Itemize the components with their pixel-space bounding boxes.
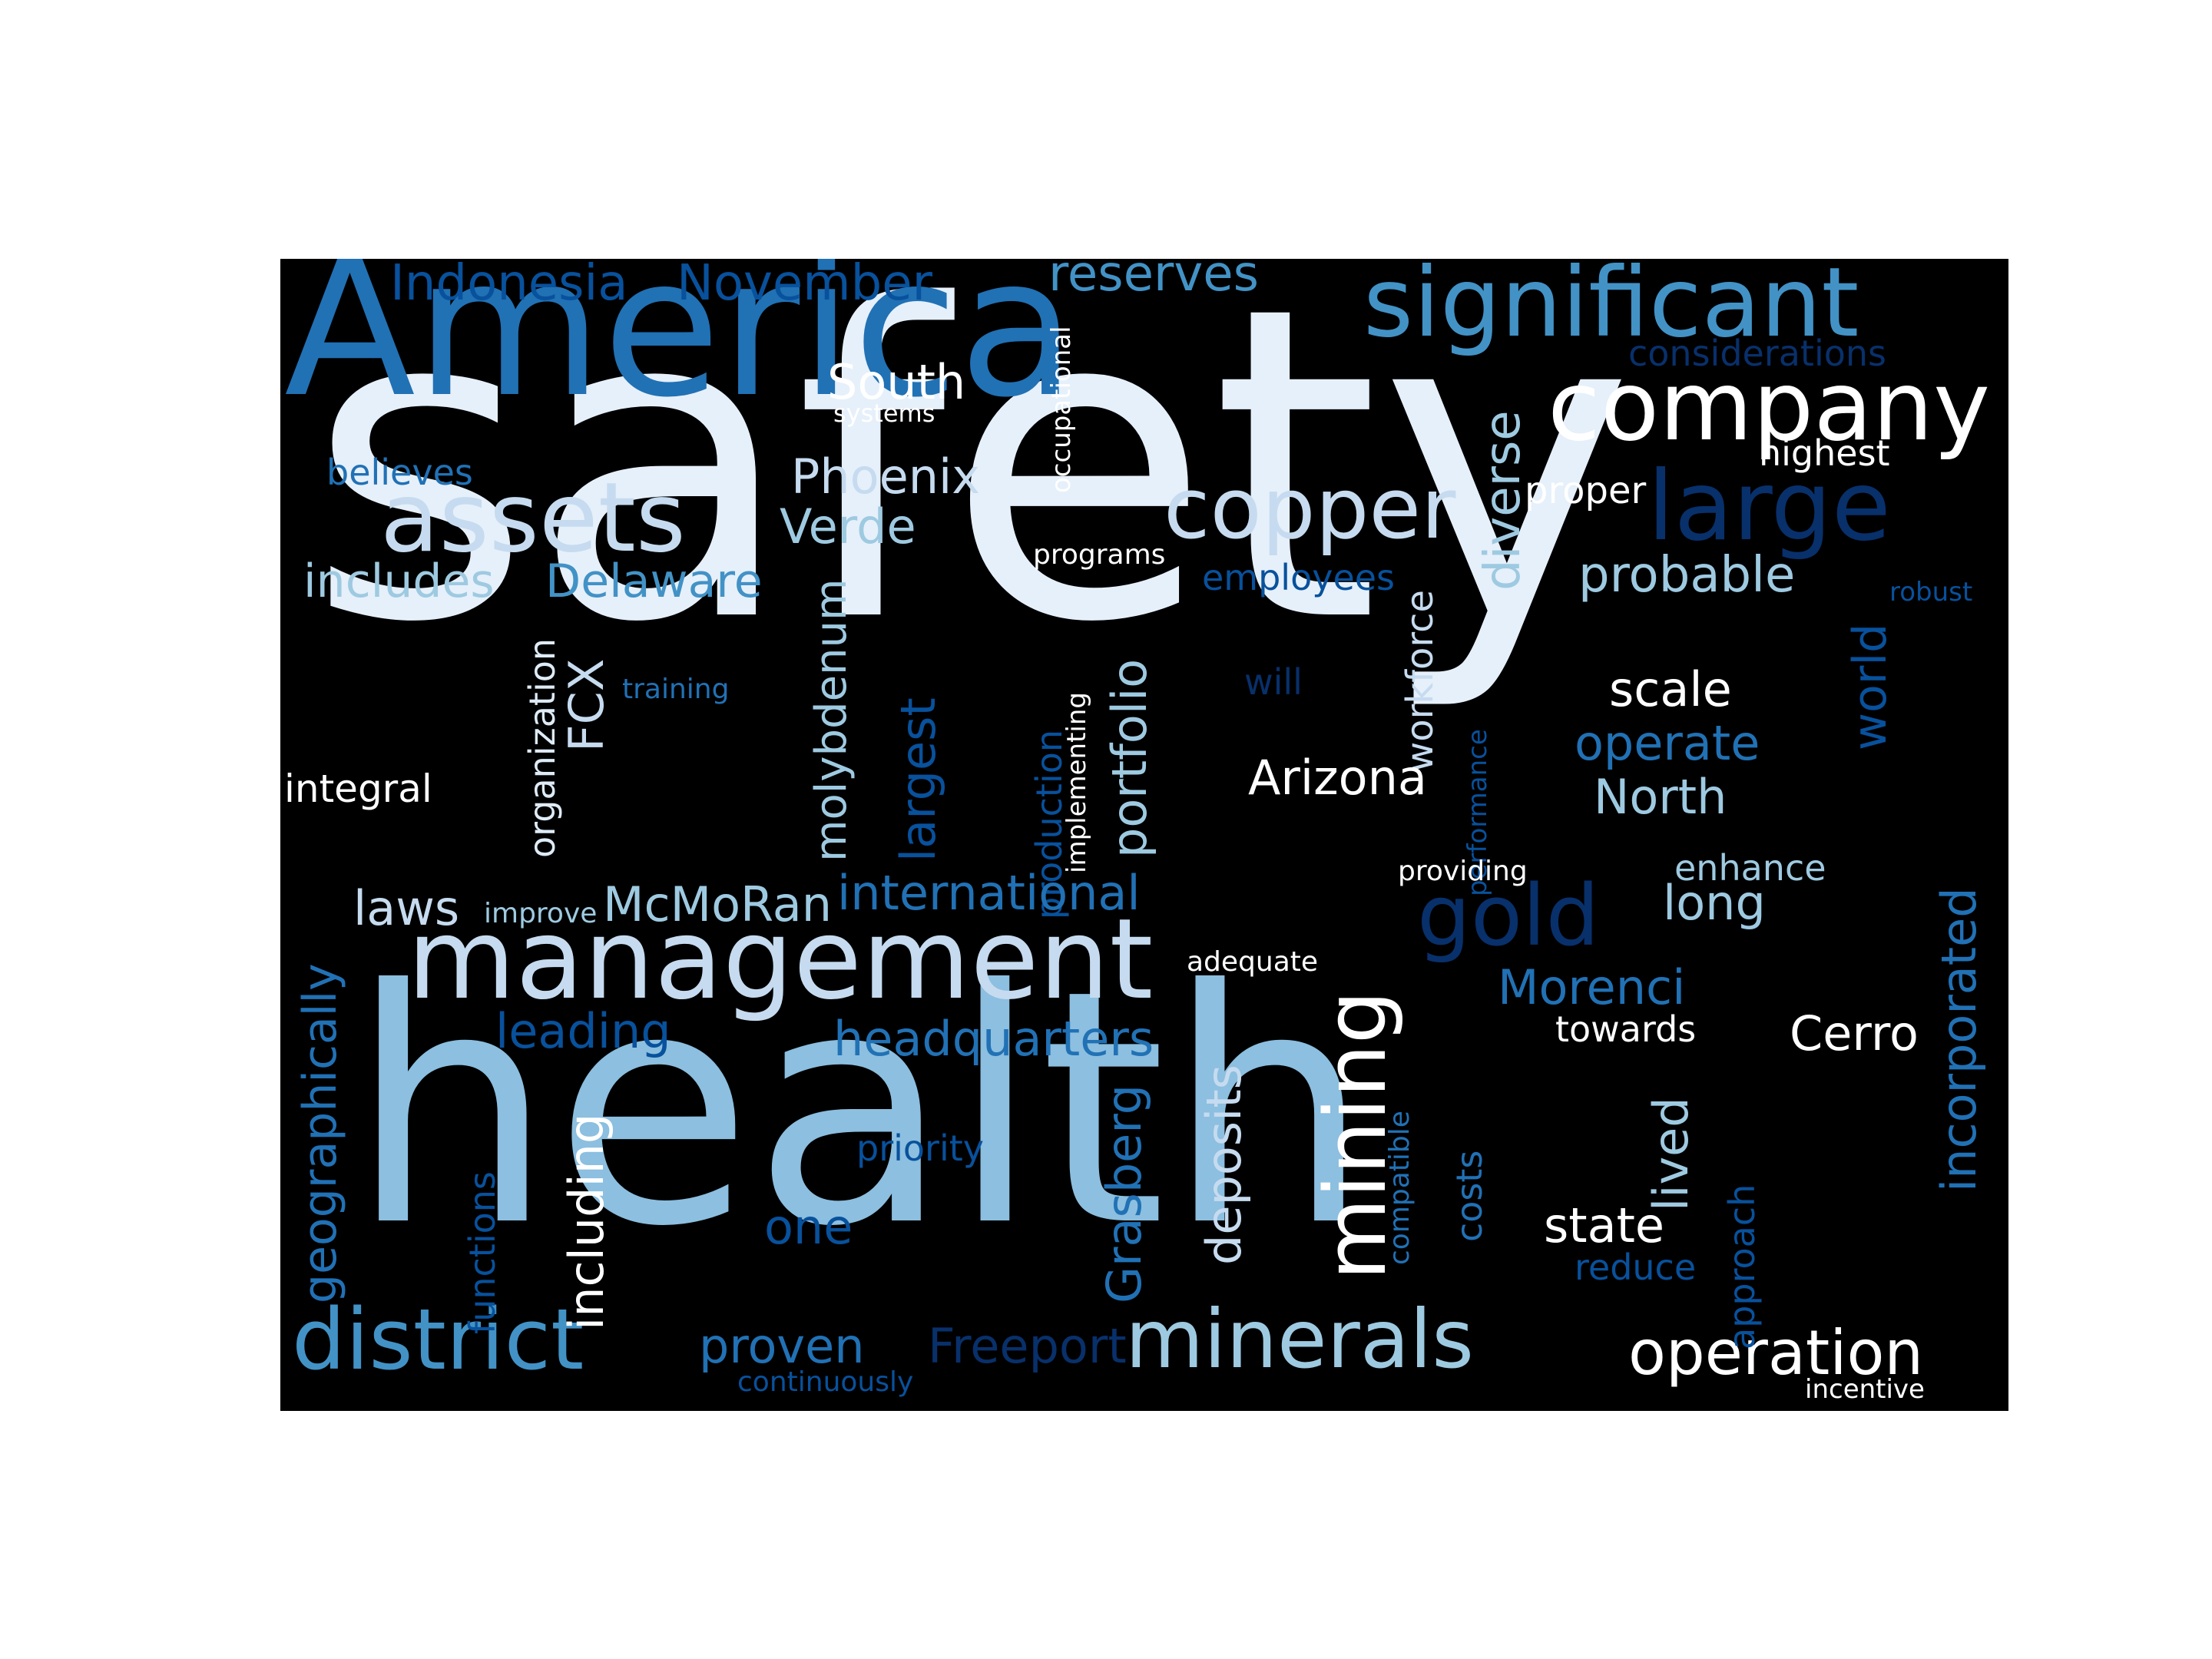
word-cloud: safety health America significant compan… <box>280 259 2008 1411</box>
word-occupational: occupational <box>1046 326 1077 493</box>
word-implementing: implementing <box>1061 691 1092 873</box>
word-molybdenum: molybdenum <box>806 578 856 862</box>
word-proven: proven <box>699 1318 865 1374</box>
word-freeport: Freeport <box>928 1318 1127 1374</box>
word-largest: largest <box>890 697 946 862</box>
word-functions: functions <box>462 1171 503 1334</box>
word-compatible: compatible <box>1384 1111 1416 1265</box>
word-copper: copper <box>1164 459 1456 558</box>
word-district: district <box>292 1290 584 1389</box>
word-morenci: Morenci <box>1498 959 1686 1015</box>
word-fcx: FCX <box>558 658 614 752</box>
word-arizona: Arizona <box>1248 750 1427 806</box>
word-including: including <box>558 1113 614 1330</box>
word-indonesia: Indonesia <box>390 259 628 312</box>
word-grasberg: Grasberg <box>1096 1084 1152 1303</box>
word-delaware: Delaware <box>545 555 763 608</box>
word-towards: towards <box>1555 1008 1697 1050</box>
word-highest: highest <box>1759 432 1890 474</box>
word-company: company <box>1548 351 1991 462</box>
word-international: international <box>837 865 1141 921</box>
word-assets: assets <box>380 462 686 574</box>
word-minerals: minerals <box>1125 1293 1474 1386</box>
word-diverse: diverse <box>1475 410 1532 591</box>
word-priority: priority <box>856 1128 984 1169</box>
word-continuously: continuously <box>737 1366 914 1398</box>
word-significant: significant <box>1363 259 1859 359</box>
word-will: will <box>1244 661 1303 703</box>
word-south: South <box>827 354 966 410</box>
word-state: state <box>1544 1197 1665 1253</box>
word-costs: costs <box>1449 1150 1490 1242</box>
word-adequate: adequate <box>1187 946 1319 978</box>
word-america: America <box>284 259 1077 439</box>
word-incentive: incentive <box>1805 1374 1925 1405</box>
word-approach: approach <box>1721 1184 1763 1349</box>
word-proper: proper <box>1525 469 1647 512</box>
word-probable: probable <box>1578 547 1796 604</box>
word-mcmoran: McMoRan <box>603 876 833 932</box>
word-reserves: reserves <box>1048 259 1259 303</box>
word-robust: robust <box>1889 577 1973 608</box>
word-scale: scale <box>1609 661 1732 717</box>
word-laws: laws <box>353 880 460 936</box>
word-north: North <box>1594 769 1727 825</box>
word-enhance: enhance <box>1674 847 1826 889</box>
word-lived: lived <box>1643 1097 1699 1211</box>
word-improve: improve <box>484 898 598 929</box>
word-large: large <box>1647 451 1891 562</box>
word-leading: leading <box>495 1003 671 1059</box>
word-management: management <box>407 895 1154 1025</box>
word-phoenix: Phoenix <box>791 449 980 505</box>
word-providing: providing <box>1398 856 1528 887</box>
word-integral: integral <box>284 767 432 811</box>
word-systems: systems <box>833 399 935 428</box>
word-employees: employees <box>1202 557 1396 598</box>
word-verde: Verde <box>780 498 916 555</box>
word-operate: operate <box>1575 715 1760 771</box>
word-workforce: workforce <box>1399 589 1442 772</box>
word-considerations: considerations <box>1628 333 1887 374</box>
word-health: health <box>349 922 1371 1297</box>
word-portfolio: portfolio <box>1101 658 1157 858</box>
word-reduce: reduce <box>1575 1247 1697 1288</box>
word-gold: gold <box>1417 866 1600 965</box>
word-geographically: geographically <box>293 963 347 1303</box>
word-long: long <box>1663 875 1766 931</box>
word-november: November <box>677 259 932 312</box>
word-safety: safety <box>307 259 1634 717</box>
word-programs: programs <box>1033 539 1166 571</box>
word-believes: believes <box>326 452 473 493</box>
word-incorporated: incorporated <box>1931 887 1987 1192</box>
word-operation: operation <box>1628 1317 1924 1389</box>
word-includes: includes <box>303 555 495 608</box>
word-world: world <box>1843 623 1897 750</box>
word-deposits: deposits <box>1196 1065 1252 1265</box>
word-training: training <box>622 674 730 705</box>
word-headquarters: headquarters <box>833 1011 1154 1067</box>
word-organization: organization <box>522 637 563 858</box>
word-one: one <box>764 1199 853 1255</box>
word-cerro: Cerro <box>1790 1005 1919 1061</box>
